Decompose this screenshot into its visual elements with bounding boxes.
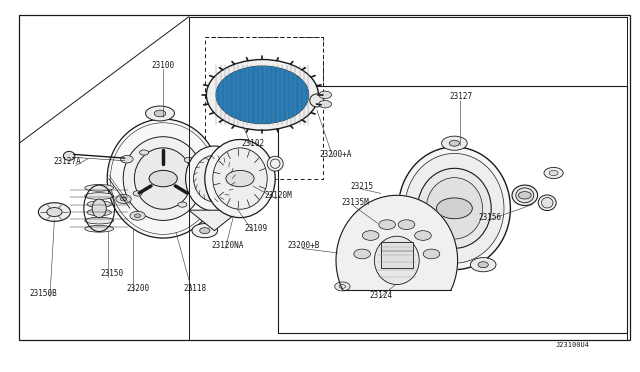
Text: 23127A: 23127A: [53, 157, 81, 166]
Text: 23120M: 23120M: [264, 191, 292, 200]
Ellipse shape: [92, 199, 106, 218]
Ellipse shape: [63, 151, 75, 160]
Text: 23109: 23109: [244, 224, 268, 233]
Circle shape: [120, 155, 133, 163]
Text: 23200: 23200: [126, 284, 149, 293]
Text: 23200+B: 23200+B: [288, 241, 320, 250]
Ellipse shape: [123, 137, 204, 220]
Ellipse shape: [85, 193, 114, 199]
Polygon shape: [336, 195, 458, 290]
Ellipse shape: [538, 195, 556, 211]
Circle shape: [226, 170, 254, 187]
Text: 23102: 23102: [241, 139, 264, 148]
Polygon shape: [189, 210, 240, 231]
Ellipse shape: [192, 224, 218, 238]
Text: 23118: 23118: [184, 284, 207, 293]
Circle shape: [120, 197, 127, 201]
Ellipse shape: [206, 60, 319, 130]
Circle shape: [362, 231, 379, 240]
Circle shape: [200, 228, 210, 234]
Text: 23156: 23156: [478, 213, 501, 222]
Circle shape: [549, 170, 558, 176]
Ellipse shape: [470, 258, 496, 272]
Circle shape: [478, 262, 488, 268]
Ellipse shape: [541, 198, 553, 208]
Circle shape: [415, 231, 431, 240]
Circle shape: [319, 100, 332, 108]
Ellipse shape: [87, 209, 111, 216]
Ellipse shape: [442, 136, 467, 150]
Circle shape: [518, 192, 531, 199]
Text: 23124: 23124: [369, 291, 392, 300]
Ellipse shape: [186, 146, 243, 211]
Circle shape: [436, 198, 472, 219]
Circle shape: [423, 249, 440, 259]
Text: 23100: 23100: [152, 61, 175, 70]
Ellipse shape: [107, 119, 219, 238]
Ellipse shape: [268, 156, 283, 171]
Circle shape: [449, 140, 460, 146]
Ellipse shape: [512, 185, 538, 205]
Circle shape: [379, 220, 396, 230]
Circle shape: [178, 202, 187, 207]
Circle shape: [149, 170, 177, 187]
Circle shape: [38, 203, 70, 221]
Bar: [278, 86, 627, 333]
Text: 23215: 23215: [350, 182, 373, 190]
Text: 23127: 23127: [449, 92, 472, 101]
Ellipse shape: [85, 217, 114, 224]
Ellipse shape: [404, 154, 504, 263]
Text: 23120NA: 23120NA: [211, 241, 243, 250]
Circle shape: [184, 157, 193, 163]
Text: 23135M: 23135M: [341, 198, 369, 207]
Ellipse shape: [398, 147, 511, 270]
Text: 23150: 23150: [100, 269, 124, 278]
Circle shape: [544, 167, 563, 179]
Circle shape: [398, 220, 415, 230]
Text: 23200+A: 23200+A: [320, 150, 352, 159]
Ellipse shape: [193, 155, 236, 202]
Ellipse shape: [216, 66, 308, 124]
Circle shape: [335, 282, 350, 291]
Bar: [381, 242, 413, 268]
Ellipse shape: [426, 178, 483, 239]
Ellipse shape: [85, 185, 114, 191]
Text: 23150B: 23150B: [29, 289, 58, 298]
Ellipse shape: [146, 106, 174, 121]
Ellipse shape: [87, 201, 111, 208]
Circle shape: [154, 110, 166, 117]
Circle shape: [140, 150, 148, 155]
Ellipse shape: [205, 140, 275, 218]
Circle shape: [130, 211, 145, 220]
Circle shape: [116, 195, 131, 203]
Circle shape: [319, 91, 332, 99]
Ellipse shape: [216, 66, 308, 124]
Circle shape: [354, 249, 371, 259]
Bar: [205, 37, 323, 179]
Circle shape: [133, 191, 142, 196]
Text: J23100U4: J23100U4: [556, 342, 590, 348]
Ellipse shape: [417, 168, 492, 248]
Circle shape: [134, 214, 141, 218]
Ellipse shape: [516, 188, 534, 203]
Bar: [19, 15, 630, 340]
Ellipse shape: [310, 94, 324, 107]
Ellipse shape: [212, 148, 268, 209]
Circle shape: [47, 208, 62, 217]
Ellipse shape: [85, 225, 114, 232]
Ellipse shape: [374, 236, 419, 285]
Ellipse shape: [134, 148, 192, 209]
